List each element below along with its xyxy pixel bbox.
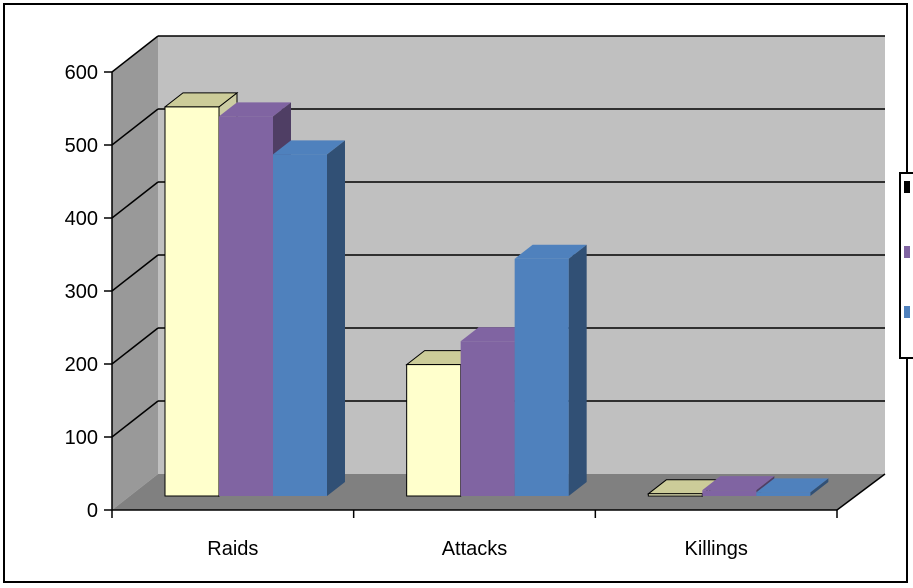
bar-front <box>407 365 461 496</box>
category-label: Attacks <box>442 538 508 560</box>
y-tick-label: 500 <box>65 135 98 157</box>
bar-front <box>648 494 702 496</box>
category-label: Raids <box>207 538 258 560</box>
y-tick-label: 600 <box>65 62 98 84</box>
legend-swatch <box>904 246 910 258</box>
bar <box>273 140 345 496</box>
category-label: Killings <box>684 538 747 560</box>
bar <box>515 245 587 496</box>
legend-swatch <box>904 306 910 318</box>
bar-front <box>165 107 219 496</box>
legend-swatch <box>904 181 910 193</box>
y-tick-label: 0 <box>87 500 98 522</box>
bar-front <box>219 116 273 496</box>
legend-box <box>900 173 913 358</box>
bar-front <box>702 490 756 496</box>
bar-front <box>515 259 569 496</box>
legend <box>900 173 913 358</box>
bar-side <box>327 140 345 496</box>
bar-front <box>461 341 515 496</box>
y-tick-label: 200 <box>65 354 98 376</box>
bar-front <box>756 492 810 496</box>
y-tick-label: 100 <box>65 427 98 449</box>
bar-side <box>569 245 587 496</box>
y-tick-label: 300 <box>65 281 98 303</box>
bar-front <box>273 154 327 496</box>
y-tick-label: 400 <box>65 208 98 230</box>
